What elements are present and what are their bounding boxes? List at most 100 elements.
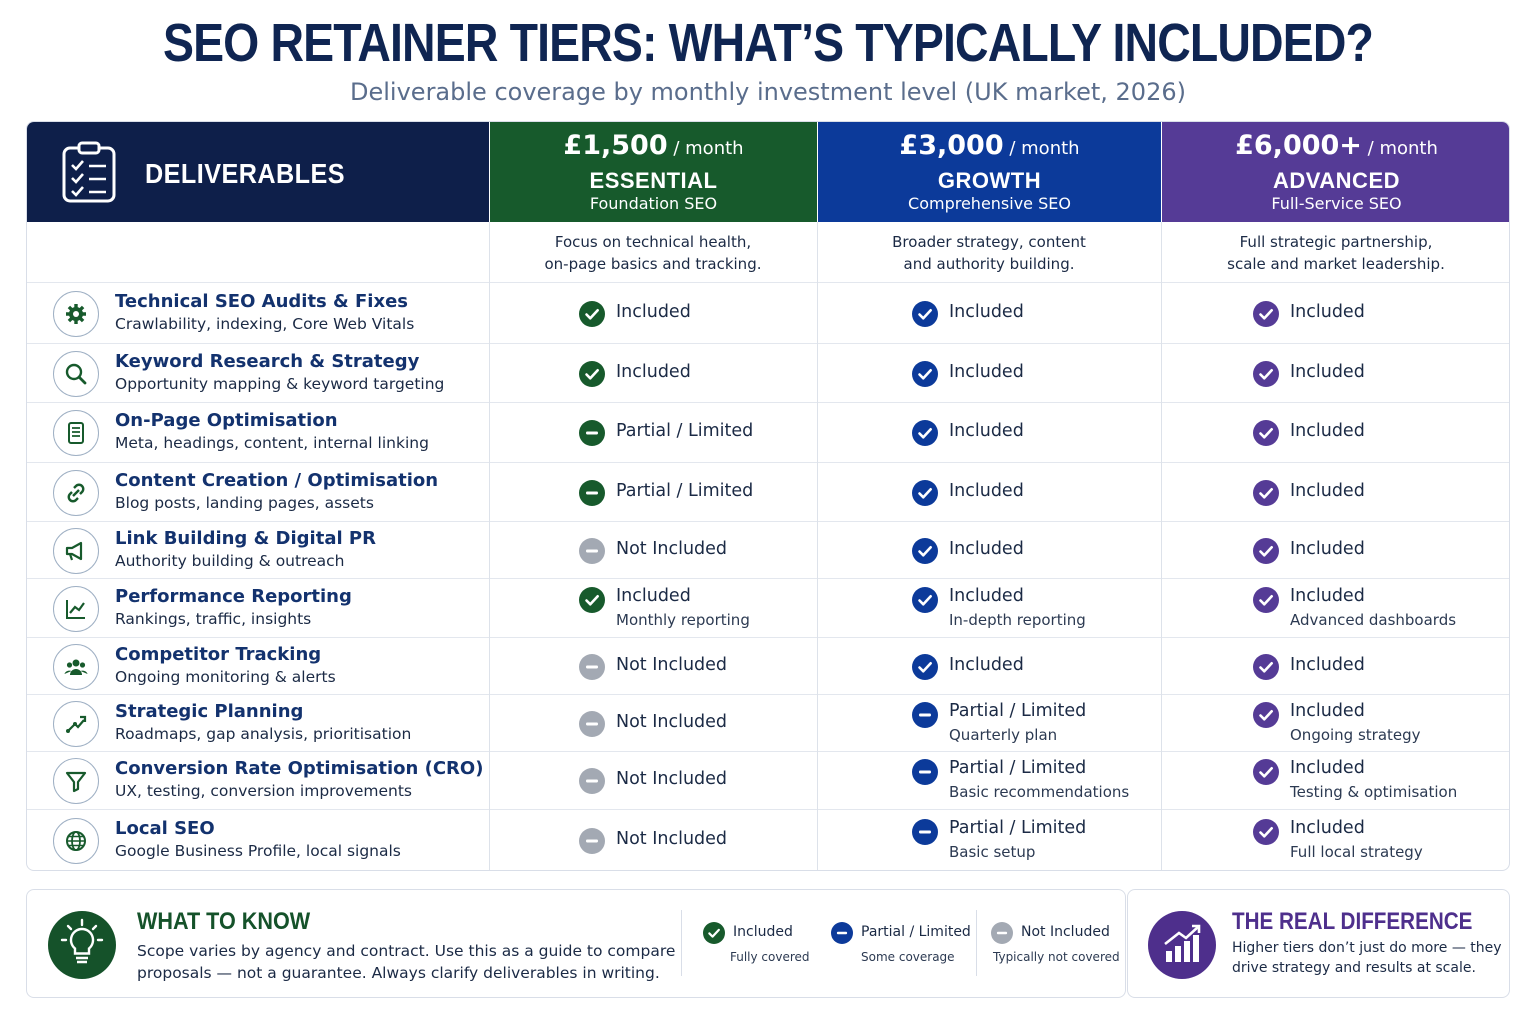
what-to-know-heading: WHAT TO KNOW — [137, 908, 311, 935]
minus-circle-icon — [579, 420, 605, 446]
minus-circle-icon — [912, 701, 938, 728]
status-label: Included — [616, 585, 691, 606]
status-note: Ongoing strategy — [1290, 725, 1421, 744]
status-note: Quarterly plan — [949, 725, 1058, 744]
check-circle-icon — [1253, 653, 1279, 680]
status-label: Included — [1290, 654, 1365, 675]
tier-description-line: Full strategic partnership, — [1239, 233, 1433, 251]
table-row: Local SEO Google Business Profile, local … — [27, 810, 1509, 870]
tier-subtitle: Foundation SEO — [589, 194, 718, 213]
line-chart-icon — [53, 585, 99, 632]
check-circle-icon — [912, 537, 938, 564]
growth-chart-icon — [1148, 911, 1216, 979]
deliverable-subtitle: UX, testing, conversion improvements — [115, 782, 413, 800]
check-circle-icon — [912, 479, 938, 506]
check-circle-icon — [912, 586, 938, 613]
status-label: Included — [616, 361, 691, 382]
status-note: Testing & optimisation — [1290, 783, 1458, 801]
status-label: Included — [949, 585, 1024, 606]
tier-subtitle: Full-Service SEO — [1271, 194, 1402, 213]
check-circle-icon — [912, 420, 938, 446]
status-label: Not Included — [616, 769, 728, 789]
deliverables-header: DELIVERABLES — [27, 122, 489, 222]
status-label: Included — [949, 361, 1024, 382]
deliverable-title: Performance Reporting — [115, 585, 352, 607]
status-note: Advanced dashboards — [1290, 610, 1457, 629]
tier-price-period: / month — [1367, 138, 1438, 159]
tier-price-amount: £6,000+ — [1235, 130, 1362, 161]
minus-circle-icon — [912, 759, 938, 785]
table-row: Keyword Research & Strategy Opportunity m… — [27, 344, 1509, 403]
check-circle-icon — [1253, 300, 1279, 327]
megaphone-icon — [53, 527, 99, 574]
status-label: Partial / Limited — [949, 818, 1087, 838]
table-row: Performance Reporting Rankings, traffic, … — [27, 579, 1509, 638]
deliverable-title: Keyword Research & Strategy — [115, 350, 420, 372]
status-label: Included — [616, 301, 691, 322]
table-row: Competitor Tracking Ongoing monitoring & … — [27, 638, 1509, 695]
deliverable-subtitle: Blog posts, landing pages, assets — [115, 493, 374, 512]
check-circle-icon — [1253, 420, 1279, 446]
tier-price-amount: £3,000 — [899, 130, 1004, 161]
funnel-icon — [53, 758, 99, 804]
real-difference-text: Higher tiers don’t just do more — they d… — [1232, 940, 1502, 976]
check-circle-icon — [1253, 819, 1279, 845]
check-circle-icon — [1253, 537, 1279, 564]
minus-circle-icon — [912, 819, 938, 845]
column-divider — [489, 222, 490, 870]
search-icon — [53, 350, 99, 397]
check-circle-icon — [1253, 586, 1279, 613]
column-divider — [1161, 222, 1162, 870]
check-circle-icon — [1253, 701, 1279, 728]
what-to-know-panel: WHAT TO KNOW Scope varies by agency and … — [26, 889, 1126, 998]
minus-circle-icon — [579, 653, 605, 680]
status-label: Included — [1290, 700, 1365, 721]
tier-description: Broader strategy, content and authority b… — [817, 231, 1161, 275]
table-row: On-Page Optimisation Meta, headings, cont… — [27, 403, 1509, 463]
status-label: Included — [949, 654, 1024, 675]
minus-circle-icon — [831, 922, 853, 944]
status-label: Not Included — [616, 538, 728, 559]
tier-name: ADVANCED — [1272, 168, 1401, 193]
legend-label: Included — [733, 924, 793, 940]
deliverable-subtitle: Roadmaps, gap analysis, prioritisation — [115, 724, 412, 743]
check-circle-icon — [912, 300, 938, 327]
deliverable-title: Link Building & Digital PR — [115, 527, 376, 549]
deliverable-title: Technical SEO Audits & Fixes — [115, 290, 408, 312]
status-label: Partial / Limited — [949, 758, 1087, 778]
legend-label: Not Included — [1021, 924, 1110, 940]
deliverable-subtitle: Opportunity mapping & keyword targeting — [115, 374, 445, 393]
what-to-know-text: Scope varies by agency and contract. Use… — [137, 942, 676, 982]
status-label: Included — [1290, 361, 1365, 382]
legend-divider — [976, 910, 977, 976]
legend-description: Fully covered — [730, 950, 810, 964]
minus-circle-icon — [579, 828, 605, 854]
status-label: Partial / Limited — [616, 480, 754, 501]
tier-header-growth: £3,000 / month GROWTH Comprehensive SEO — [818, 122, 1161, 222]
status-label: Included — [1290, 538, 1365, 559]
lightbulb-icon — [48, 911, 116, 979]
minus-circle-icon — [991, 922, 1013, 944]
tier-description-line: on-page basics and tracking. — [544, 255, 762, 273]
minus-circle-icon — [579, 710, 605, 737]
strategy-arrows-icon — [53, 700, 99, 747]
status-label: Included — [949, 480, 1024, 501]
status-label: Not Included — [616, 711, 728, 732]
status-label: Included — [949, 301, 1024, 322]
legend-description: Typically not covered — [993, 950, 1120, 964]
tier-header-advanced: £6,000+ / month ADVANCED Full-Service SEO — [1162, 122, 1509, 222]
status-label: Partial / Limited — [949, 700, 1087, 721]
deliverables-label: DELIVERABLES — [145, 158, 346, 189]
column-divider — [817, 222, 818, 870]
deliverable-subtitle: Meta, headings, content, internal linkin… — [115, 434, 429, 452]
real-difference-heading: THE REAL DIFFERENCE — [1232, 908, 1473, 935]
table-row: Technical SEO Audits & Fixes Crawlability… — [27, 283, 1509, 344]
document-icon — [53, 410, 99, 456]
deliverable-subtitle: Rankings, traffic, insights — [115, 609, 312, 628]
minus-circle-icon — [579, 537, 605, 564]
minus-circle-icon — [579, 479, 605, 506]
real-difference-panel: THE REAL DIFFERENCE Higher tiers don’t j… — [1127, 889, 1510, 998]
tier-price-period: / month — [1009, 138, 1080, 159]
check-circle-icon — [1253, 360, 1279, 387]
deliverable-subtitle: Google Business Profile, local signals — [115, 842, 401, 860]
